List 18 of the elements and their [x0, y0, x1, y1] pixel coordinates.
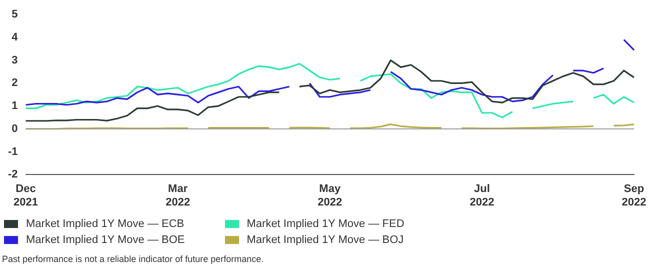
x-tick-label: Dec 2021 [14, 183, 38, 208]
x-tick-label: Sep 2022 [622, 183, 646, 208]
x-tick-label: May 2022 [318, 183, 342, 208]
text: Past performance is not a reliable indicator of future performance. [2, 254, 265, 264]
y-tick-label: 3 [12, 54, 18, 66]
legend-label: Market Implied 1Y Move — ECB [26, 218, 184, 230]
y-tick-label: 1 [12, 100, 18, 112]
y-tick-label: -2 [8, 168, 18, 181]
legend-label: Market Implied 1Y Move — BOJ [246, 234, 404, 246]
y-tick-label: 0 [12, 122, 18, 135]
y-tick-label: 2 [12, 77, 18, 90]
x-tick-label: Mar 2022 [166, 183, 190, 208]
y-tick-label: 4 [12, 31, 19, 44]
legend-label: Market Implied 1Y Move — BOE [26, 234, 185, 246]
y-tick-label: -1 [8, 146, 18, 158]
x-tick-label: Jul 2022 [470, 183, 494, 208]
legend-label: Market Implied 1Y Move — FED [246, 218, 404, 230]
y-tick-label: 5 [12, 8, 18, 21]
